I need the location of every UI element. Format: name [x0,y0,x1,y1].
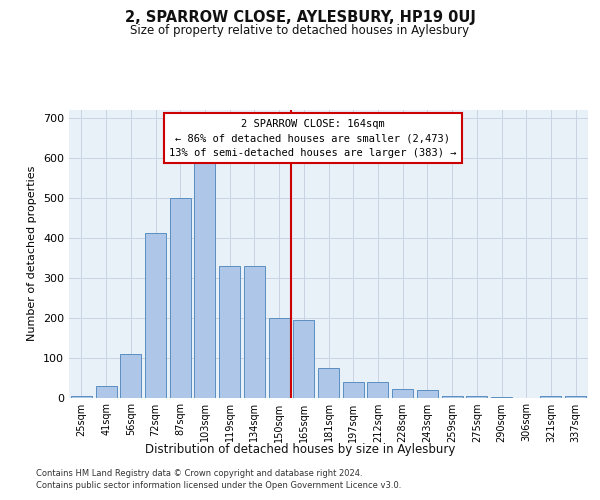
Bar [541,396,562,398]
Text: Distribution of detached houses by size in Aylesbury: Distribution of detached houses by size … [145,442,455,456]
Bar [244,266,265,398]
Text: 2 SPARROW CLOSE: 164sqm
← 86% of detached houses are smaller (2,473)
13% of semi: 2 SPARROW CLOSE: 164sqm ← 86% of detache… [169,118,457,158]
Bar [392,388,413,398]
Bar [95,386,116,398]
Bar [194,161,215,398]
Bar [219,266,240,398]
Bar [466,396,487,398]
Text: Size of property relative to detached houses in Aylesbury: Size of property relative to detached ho… [130,24,470,37]
Bar [491,396,512,398]
Text: Contains HM Land Registry data © Crown copyright and database right 2024.: Contains HM Land Registry data © Crown c… [36,468,362,477]
Bar [343,382,364,398]
Text: Contains public sector information licensed under the Open Government Licence v3: Contains public sector information licen… [36,481,401,490]
Bar [565,396,586,398]
Bar [293,320,314,398]
Bar [145,232,166,398]
Y-axis label: Number of detached properties: Number of detached properties [28,166,37,342]
Bar [269,318,290,398]
Bar [170,198,191,398]
Bar [120,354,141,398]
Text: 2, SPARROW CLOSE, AYLESBURY, HP19 0UJ: 2, SPARROW CLOSE, AYLESBURY, HP19 0UJ [125,10,475,25]
Bar [318,368,339,398]
Bar [417,390,438,398]
Bar [71,396,92,398]
Bar [442,396,463,398]
Bar [367,382,388,398]
